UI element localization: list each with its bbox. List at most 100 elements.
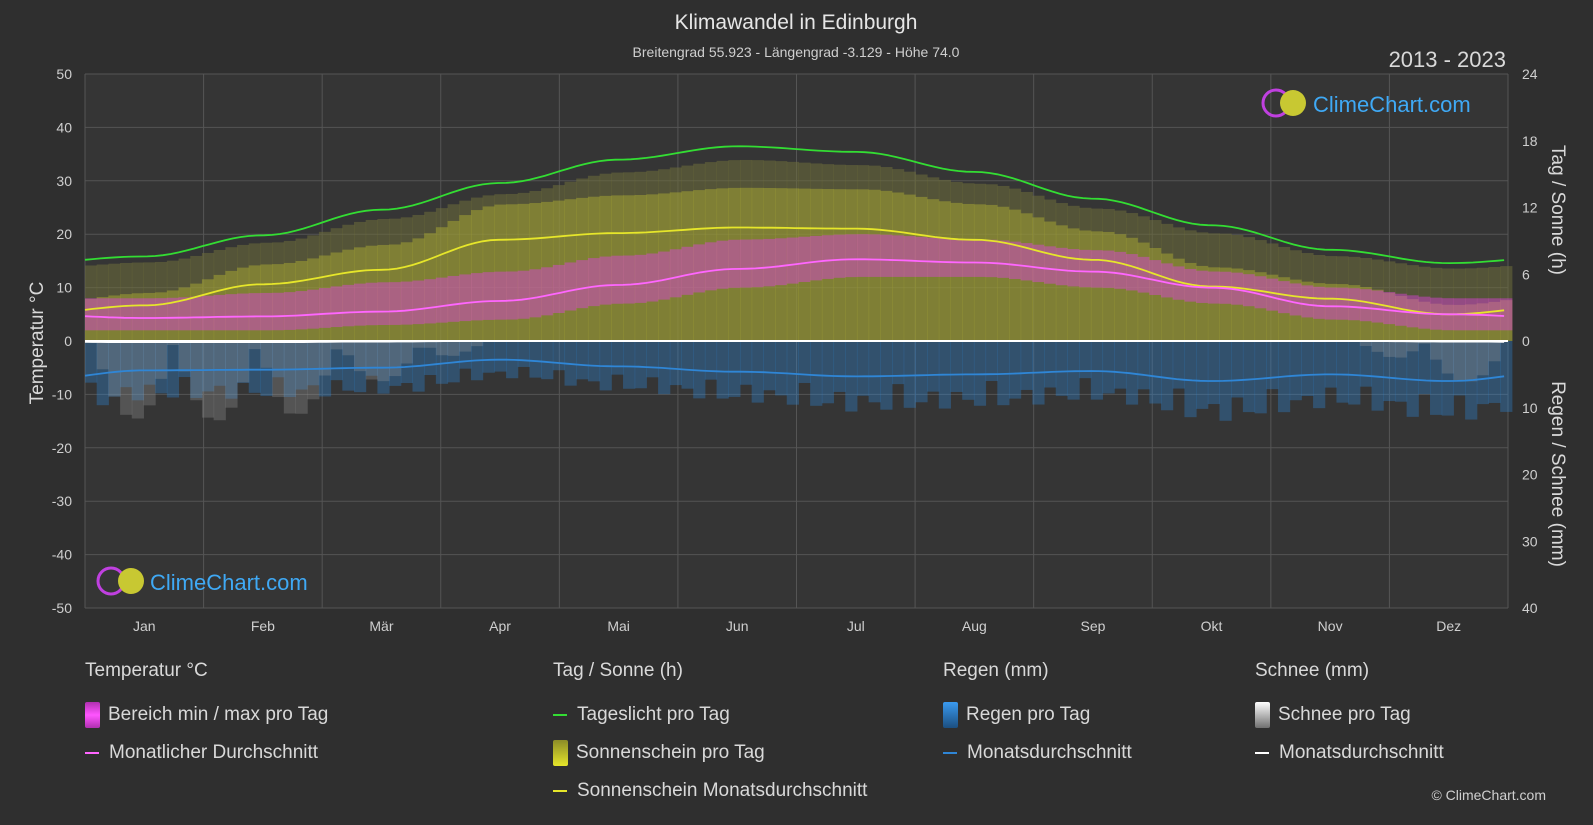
month-tick-label: Mär	[369, 618, 393, 634]
temp-range-bar	[892, 235, 905, 277]
temp-range-bar	[120, 298, 133, 331]
temp-range-bar	[716, 240, 729, 289]
temp-range-bar	[389, 282, 402, 325]
sunshine-bar	[973, 204, 987, 341]
temp-range-bar	[1044, 246, 1057, 284]
daylight-bar	[1406, 265, 1419, 341]
temp-range-bar	[634, 254, 647, 303]
snow-bar	[131, 341, 144, 419]
rain-bar	[1231, 341, 1244, 398]
rain-bar	[517, 341, 530, 367]
temp-range-bar	[412, 280, 425, 325]
sunshine-bar	[1125, 237, 1139, 341]
right-axis-title-sun: Tag / Sonne (h)	[1547, 145, 1568, 275]
legend-sunshine-label: Sonnenschein pro Tag	[576, 742, 765, 763]
temp-range-bar	[330, 286, 343, 328]
left-tick-label: 50	[56, 66, 72, 82]
snow-avg-line	[84, 340, 1505, 344]
snow-bar	[1394, 341, 1408, 358]
rain-bar	[634, 341, 647, 389]
logo-text-bottom: ClimeChart.com	[150, 570, 308, 595]
daylight-bar	[623, 172, 636, 341]
left-axis-title: Temperatur °C	[27, 282, 48, 405]
temp-range-bar	[1488, 298, 1501, 331]
daylight-bar	[201, 252, 215, 341]
legend-temperature: Temperatur °C Bereich min / max pro Tag …	[85, 660, 328, 772]
sunshine-bar	[1161, 253, 1174, 341]
rain-bar	[1394, 341, 1408, 402]
legend-snow-avg-label: Monatsdurchschnitt	[1279, 742, 1444, 763]
rain-bar	[1137, 341, 1150, 390]
daylight-bar	[786, 161, 799, 341]
daylight-bar	[658, 169, 671, 341]
sunshine-bar	[1359, 287, 1373, 341]
daylight-bar	[681, 165, 694, 341]
sunshine-avg-line	[84, 226, 1505, 316]
snow-bar	[108, 341, 121, 397]
rain-bar	[903, 341, 916, 408]
legend-sun: Tag / Sonne (h) Tageslicht pro Tag Sonne…	[553, 660, 867, 810]
daylight-bar	[576, 178, 589, 341]
sunshine-bar	[739, 187, 753, 341]
sunshine-bar	[880, 190, 893, 341]
daylight-bar	[587, 175, 601, 341]
temp-avg-line	[84, 258, 1505, 319]
temp-range-bar	[318, 288, 332, 328]
right-tick-label: 30	[1522, 533, 1538, 549]
left-tick-label: -30	[52, 493, 72, 509]
legend-snow-heading: Schnee (mm)	[1255, 660, 1370, 681]
temp-range-bar	[272, 292, 285, 331]
sunshine-bar	[506, 204, 519, 341]
snow-bar	[412, 341, 425, 348]
sunshine-bar	[599, 195, 612, 341]
rain-bar	[85, 341, 98, 383]
daylight-bar	[646, 170, 659, 341]
rain-bar	[260, 341, 273, 396]
temp-range-bar	[213, 294, 226, 331]
sunshine-bar	[634, 194, 647, 341]
temp-range-bar	[728, 239, 741, 288]
temp-range-bar	[424, 279, 437, 324]
rain-bar	[1418, 341, 1431, 395]
chart-title: Klimawandel in Edinburgh	[675, 11, 918, 34]
temp-range-bar	[529, 269, 542, 318]
temp-range-bar	[541, 267, 554, 316]
sunshine-bar	[1149, 247, 1162, 341]
snow-bar	[307, 341, 320, 400]
left-tick-label: 30	[56, 173, 72, 189]
temp-range-bar	[786, 237, 799, 284]
daylight-bar	[1079, 207, 1092, 341]
snow-bar	[354, 341, 367, 372]
daylight-bar	[938, 179, 951, 341]
rain-bar	[1254, 341, 1267, 414]
month-tick-label: Okt	[1201, 618, 1223, 634]
rain-bar	[810, 341, 823, 406]
month-tick-label: Sep	[1080, 618, 1105, 634]
daylight-bar	[751, 160, 764, 341]
temp-range-bar	[1102, 250, 1115, 288]
rain-bar	[529, 341, 542, 378]
logo-sun-icon	[1280, 90, 1306, 116]
daylight-bar	[506, 193, 519, 341]
rain-bar	[1453, 341, 1466, 396]
rain-bar	[786, 341, 799, 405]
month-tick-label: Nov	[1318, 618, 1343, 634]
temp-range-bar	[681, 246, 694, 295]
rain-bar	[1114, 341, 1127, 389]
daylight-bar	[85, 265, 98, 341]
rain-bar	[1044, 341, 1057, 388]
temp-range-bar	[669, 249, 682, 298]
temp-range-bar	[155, 298, 168, 331]
daylight-bar	[529, 190, 542, 341]
rain-bar	[985, 341, 998, 381]
sunshine-bar	[915, 196, 928, 341]
legend-sun-heading: Tag / Sonne (h)	[553, 660, 683, 681]
month-tick-label: Dez	[1436, 618, 1461, 634]
temp-range-bar	[85, 298, 98, 331]
daylight-bar	[108, 263, 121, 341]
rain-bar	[354, 341, 367, 393]
legend-daylight-swatch	[553, 714, 567, 716]
temp-range-bar	[704, 242, 718, 291]
temp-range-bar	[1008, 241, 1022, 280]
axis-ticks: 50 40 30 20 10 0 -10 -20 -30 -40 -50 24 18 12 6 0 10 20 30…	[52, 66, 1538, 634]
